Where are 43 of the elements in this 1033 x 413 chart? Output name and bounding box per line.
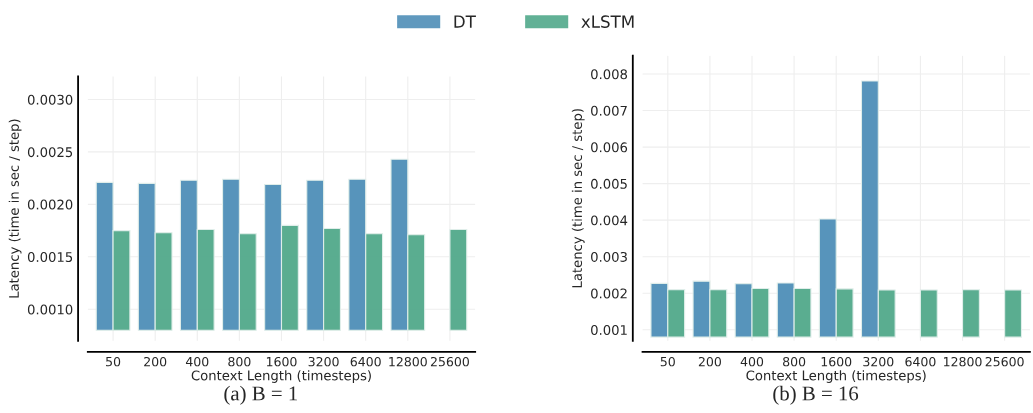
x-tick-label: 200 [698, 356, 721, 367]
text: (b) B = 16 [773, 385, 859, 405]
x-tick-label: 50 [106, 356, 121, 367]
x-tick-label: 1600 [821, 356, 852, 367]
bar [919, 289, 938, 338]
x-axis-title: Context Length (timesteps) [191, 370, 371, 383]
legend-label: xLSTM [581, 15, 634, 28]
text: (a) B = 1 [224, 385, 297, 405]
x-tick-label: 6400 [905, 356, 936, 367]
x-tick-label: 12800 [944, 356, 982, 367]
legend-label: DT [454, 15, 476, 28]
x-tick-label: 25600 [430, 356, 469, 367]
y-tick-label: 0.001 [591, 324, 627, 335]
bar [449, 228, 468, 331]
y-tick-label: 0.003 [591, 251, 627, 262]
y-axis-title: Latency (time in sec / step) [8, 119, 22, 298]
x-tick-label: 25600 [985, 356, 1024, 367]
x-tick-label: 800 [228, 356, 251, 367]
x-tick-label: 400 [185, 356, 209, 367]
x-tick-label: 400 [740, 356, 764, 367]
x-tick-label: 6400 [350, 356, 381, 367]
x-tick-label: 3200 [863, 356, 894, 367]
y-tick-label: 0.004 [591, 215, 628, 226]
x-axis-title: Context Length (timesteps) [746, 370, 926, 383]
x-tick-label: 12800 [389, 356, 427, 367]
y-axis-title: Latency (time in sec / step) [571, 109, 585, 288]
y-tick-label: 0.0025 [27, 147, 73, 158]
y-tick-label: 0.008 [591, 69, 628, 80]
y-tick-label: 0.0030 [27, 94, 73, 105]
bar [1004, 289, 1023, 338]
x-tick-label: 800 [783, 356, 806, 367]
x-tick-label: 1600 [266, 356, 297, 367]
x-tick-label: 200 [144, 356, 167, 367]
y-tick-label: 0.002 [591, 288, 627, 299]
x-tick-label: 50 [660, 356, 675, 367]
x-tick-label: 3200 [308, 356, 339, 367]
y-tick-label: 0.0015 [27, 252, 73, 263]
y-tick-label: 0.0020 [27, 199, 73, 210]
y-tick-label: 0.005 [591, 178, 627, 189]
y-tick-label: 0.0010 [27, 304, 73, 315]
y-tick-label: 0.006 [591, 142, 628, 153]
y-tick-label: 0.007 [591, 105, 627, 116]
bar [961, 289, 980, 338]
